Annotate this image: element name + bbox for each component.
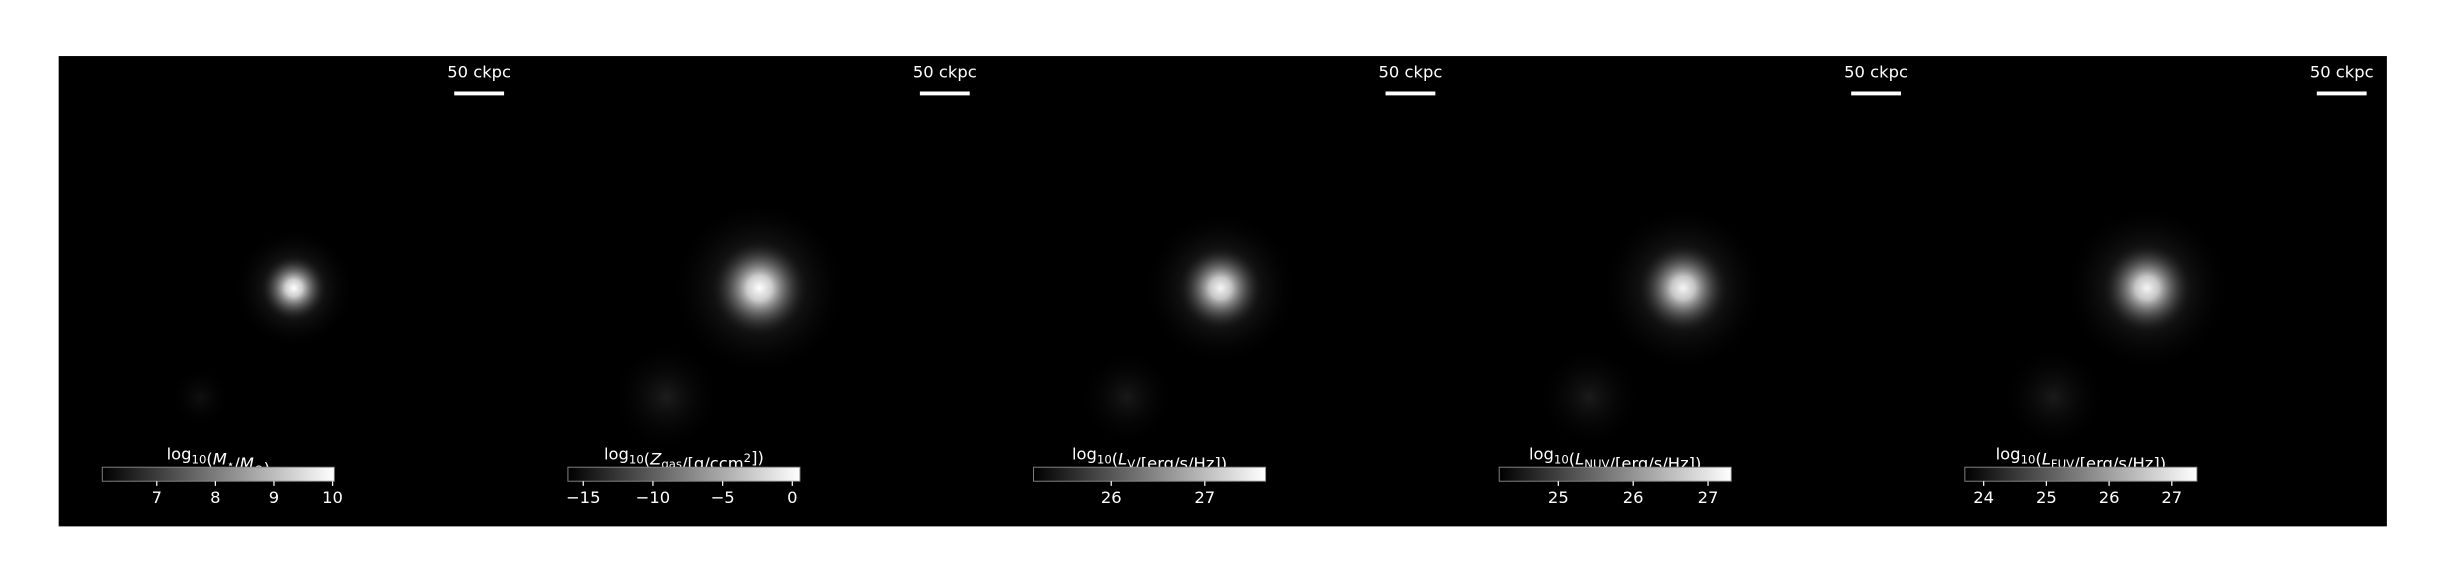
colorbar-label-part: ( [1569, 449, 1575, 468]
colorbar-tick-label: 9 [269, 488, 279, 507]
diffuse-emission [168, 365, 232, 429]
colorbar-label-part: 10 [192, 452, 207, 466]
colorbar [101, 466, 335, 482]
colorbar-tick-label: 8 [210, 488, 220, 507]
colorbar [1964, 466, 2198, 482]
colorbar-label-part: 10 [2021, 452, 2036, 466]
colorbar-tick-label: 27 [1698, 488, 1719, 507]
colorbar-tick-label: −5 [711, 488, 735, 507]
diffuse-emission [2001, 344, 2107, 450]
colorbar-label-part: ( [644, 449, 650, 468]
scale-bar-label: 50 ckpc [447, 63, 511, 82]
galaxy-core [259, 253, 329, 323]
galaxy-core [1176, 244, 1265, 332]
colorbar-label-part: ( [2035, 449, 2041, 468]
colorbar-label-part: ]) [751, 447, 764, 466]
colorbar [567, 466, 801, 482]
colorbar-tick-label: 10 [322, 488, 343, 507]
diffuse-emission [1536, 344, 1643, 450]
colorbar-tick-label: 24 [1973, 488, 1994, 507]
colorbar-label-part: log [1529, 444, 1554, 463]
scale-bar-label: 50 ckpc [913, 63, 977, 82]
colorbar-tick-label: 26 [2099, 488, 2120, 507]
colorbar-label-part: L [2042, 449, 2051, 468]
colorbar-label-part: 2 [744, 450, 751, 464]
colorbar-label-part: ⋆ [227, 457, 234, 471]
colorbar [1033, 466, 1267, 482]
colorbar-tick-label: 26 [1101, 488, 1122, 507]
galaxy-core [709, 238, 810, 338]
colorbar-tick-label: 25 [1548, 488, 1569, 507]
colorbar-tick-label: −15 [566, 488, 601, 507]
colorbar-tick-label: 27 [2161, 488, 2182, 507]
diffuse-emission [609, 341, 723, 454]
scale-bar-label: 50 ckpc [1379, 63, 1443, 82]
colorbar-label-part: log [1072, 444, 1097, 463]
colorbar [1498, 466, 1732, 482]
colorbar-tick-label: 27 [1194, 488, 1215, 507]
colorbar-label-part: ( [206, 449, 212, 468]
colorbar-label-part: / [234, 454, 240, 473]
colorbar-label-part: Z [649, 449, 662, 468]
colorbar-label-part: log [1996, 444, 2021, 463]
scale-bar-label: 50 ckpc [2310, 63, 2374, 82]
colorbar-label-part: V [1127, 457, 1135, 471]
colorbar-tick-label: −10 [636, 488, 671, 507]
colorbar-label-part: 10 [629, 452, 644, 466]
colorbar-tick-label: 25 [2036, 488, 2057, 507]
colorbar-label-part: M [213, 449, 227, 468]
diffuse-emission [1077, 348, 1177, 447]
galaxy-core [1636, 241, 1730, 335]
colorbar-label-part: 10 [1554, 452, 1569, 466]
colorbar-label-part: 10 [1097, 452, 1112, 466]
colorbar-label-part: L [1575, 449, 1584, 468]
colorbar-label-part: log [604, 444, 629, 463]
colorbar-tick-label: 7 [152, 488, 162, 507]
colorbar-tick-label: 0 [787, 488, 797, 507]
colorbar-label-part: ( [1112, 449, 1118, 468]
scale-bar-label: 50 ckpc [1844, 63, 1908, 82]
colorbar-tick-label: 26 [1623, 488, 1644, 507]
colorbar-label-part: L [1118, 449, 1127, 468]
galaxy-core [2100, 241, 2194, 335]
colorbar-label-part: log [167, 444, 192, 463]
